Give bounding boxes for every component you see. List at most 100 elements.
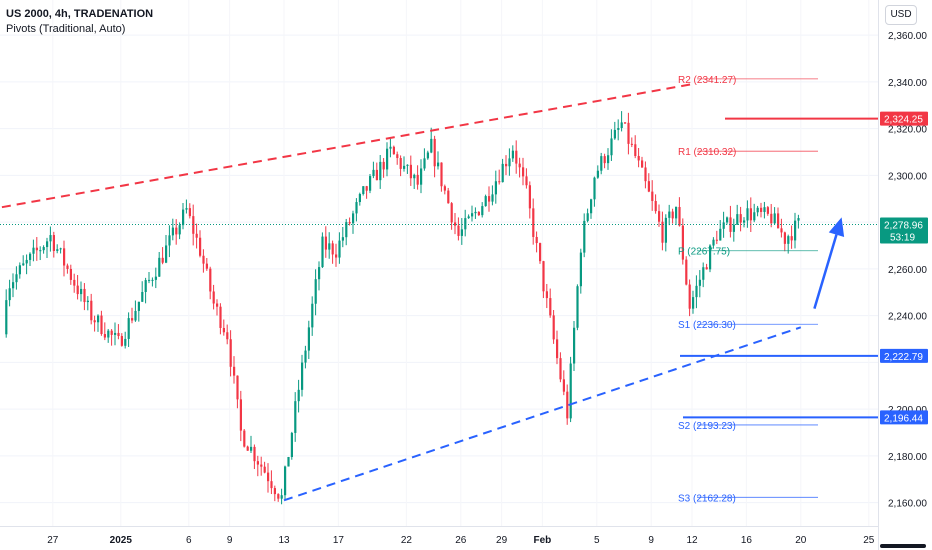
y-tick-label: 2,260.00 [888,265,927,276]
projection-arrow [813,217,845,309]
time-axis: 22272025691317222629Feb5912162025 [47,535,875,546]
arrow-head [828,217,845,237]
currency-button[interactable]: USD [885,5,917,25]
time-axis-border [0,526,878,527]
candle-body [324,236,327,250]
candle-body [59,248,62,250]
candle-body [80,288,83,295]
y-tick-label: 2,180.00 [888,452,927,463]
candle-body [120,336,123,346]
candle-body [73,279,76,286]
price-axis: 2,160.002,180.002,200.002,240.002,260.00… [888,31,927,510]
y-tick-label: 2,360.00 [888,31,927,42]
candle-body [168,235,171,246]
candle-body [627,122,630,144]
candle-body [562,379,565,392]
candle-body [103,334,106,338]
candle-body [607,155,610,164]
candle-body [593,177,596,200]
candle-body [392,146,395,155]
candle-body [287,456,290,467]
candle-body [144,280,147,292]
candle-body [290,432,293,457]
candle-body [522,167,525,177]
y-tick-label: 2,160.00 [888,499,927,510]
candle-body [256,461,259,465]
candle-body [630,143,633,145]
candle-body [158,257,161,277]
candle-body [413,174,416,179]
candle-body [229,339,232,367]
candle-body [790,236,793,241]
candle-body [379,161,382,181]
candle-body [5,300,8,335]
candle-body [692,297,695,309]
price-tag-label: 2,324.25 [884,115,923,126]
candle-body [56,249,59,251]
x-tick-label: 13 [278,535,290,546]
indicator-label[interactable]: Pivots (Traditional, Auto) [6,23,126,35]
candle-body [32,247,35,254]
candle-body [481,206,484,216]
candle-body [746,208,749,221]
candle-body [165,245,168,263]
candle-body [729,217,732,232]
candle-body [375,169,378,181]
pivot-level-label: S2 (2193.23) [678,421,736,432]
candle-body [124,338,127,346]
candle-body [515,150,518,164]
x-tick-label: 22 [401,535,413,546]
candle-body [110,330,113,335]
candle-body [583,220,586,253]
candle-body [362,186,365,194]
candle-body [314,279,317,304]
candle-body [297,389,300,402]
candle-body [658,211,661,222]
pivot-level-label: S3 (2162.28) [678,493,736,504]
x-tick-label: 9 [227,535,233,546]
candle-body [511,150,514,159]
candle-body [212,291,215,304]
candle-body [488,196,491,202]
candle-body [566,391,569,419]
candle-body [552,315,555,340]
price-axis-border [878,0,879,550]
price-tag [880,410,928,425]
x-tick-label: 12 [686,535,698,546]
x-tick-label: 20 [795,535,807,546]
symbol-title[interactable]: US 2000, 4h, TRADENATION [6,8,154,20]
candle-body [678,206,681,226]
candle-body [348,222,351,224]
candle-body [477,211,480,216]
candle-body [736,214,739,225]
candle-body [698,279,701,286]
candle-body [365,186,368,191]
candle-body [192,216,195,234]
candle-body [114,332,117,335]
candle-body [525,176,528,186]
trendline-support [283,326,802,502]
candle-body [501,163,504,183]
candles [5,111,800,505]
candle-body [355,202,358,214]
candle-body [148,279,151,281]
candle-body [250,446,253,451]
scroll-handle[interactable] [880,544,926,548]
candle-body [732,224,735,232]
candle-body [749,208,752,221]
candle-body [797,218,800,221]
candle-body [542,261,545,292]
candle-body [352,213,355,224]
candle-body [457,225,460,236]
candle-body [76,285,79,295]
candle-body [777,213,780,229]
candle-body [484,196,487,207]
candle-body [263,466,266,473]
candle-body [433,138,436,167]
candle-body [722,222,725,229]
candle-body [647,181,650,192]
candle-body [18,265,21,275]
candle-body [226,332,229,340]
candle-body [535,236,538,244]
